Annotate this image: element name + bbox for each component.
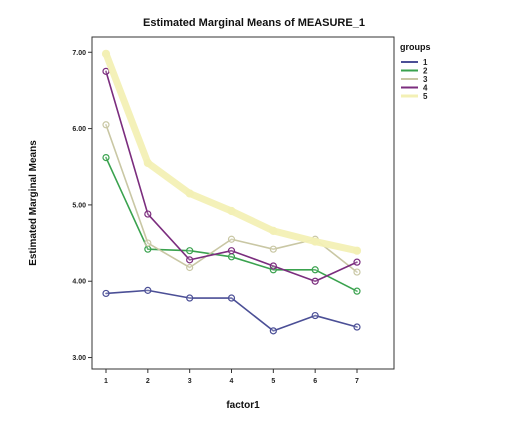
legend-label: 5	[423, 92, 428, 101]
x-tick-label: 3	[188, 378, 192, 385]
y-tick-label: 3.00	[72, 355, 86, 362]
y-axis-title: Estimated Marginal Means	[28, 140, 39, 266]
data-point	[353, 268, 361, 276]
data-point	[352, 246, 362, 255]
y-tick-label: 6.00	[72, 126, 86, 133]
y-tick-label: 4.00	[72, 279, 86, 286]
data-point	[227, 247, 236, 255]
data-point	[269, 327, 277, 335]
data-point	[227, 253, 236, 261]
data-point	[144, 210, 152, 218]
data-point	[186, 247, 194, 255]
data-point	[311, 266, 319, 274]
data-point	[186, 256, 194, 264]
data-point	[185, 189, 194, 198]
chart-title: Estimated Marginal Means of MEASURE_1	[143, 17, 365, 29]
data-point	[269, 245, 277, 253]
x-tick-label: 2	[146, 378, 150, 385]
data-point	[311, 277, 319, 285]
y-axis: 3.00 4.00 5.00 6.00 7.00	[72, 50, 92, 362]
data-point	[186, 263, 194, 272]
data-point	[227, 235, 236, 243]
data-point	[353, 287, 361, 295]
series-1	[102, 286, 361, 335]
plot-frame	[91, 36, 395, 370]
series-5	[101, 49, 362, 255]
series-4	[102, 67, 361, 285]
data-point	[144, 245, 152, 253]
data-point	[353, 258, 361, 266]
x-axis-title: factor1	[226, 400, 260, 411]
data-point	[227, 206, 236, 216]
x-tick-label: 5	[271, 378, 275, 385]
x-axis: 1 2 3 4 5 6 7	[104, 369, 359, 385]
data-point	[186, 294, 194, 302]
series-line	[105, 156, 358, 292]
series-line	[105, 289, 358, 332]
series-line	[105, 70, 358, 283]
data-point	[102, 67, 110, 75]
series-2	[102, 153, 361, 295]
data-point	[102, 289, 110, 298]
data-point	[102, 121, 110, 129]
series-layer	[101, 49, 362, 335]
data-point	[269, 262, 277, 270]
data-point	[311, 237, 320, 246]
data-point	[144, 239, 152, 247]
y-tick-label: 7.00	[72, 50, 86, 57]
x-tick-label: 7	[355, 378, 359, 385]
legend-label: 2	[423, 67, 428, 76]
data-point	[101, 49, 111, 58]
data-point	[269, 226, 278, 235]
legend-label: 3	[423, 75, 428, 84]
x-tick-label: 4	[230, 378, 234, 385]
data-point	[227, 294, 236, 302]
data-point	[144, 286, 152, 294]
y-tick-label: 5.00	[72, 202, 86, 209]
data-point	[102, 153, 110, 162]
data-point	[311, 311, 319, 320]
legend-title: groups	[400, 42, 431, 52]
x-tick-label: 1	[104, 378, 108, 385]
data-point	[143, 158, 152, 168]
legend-label: 1	[423, 58, 428, 67]
legend-label: 4	[423, 84, 428, 93]
x-tick-label: 6	[313, 378, 317, 385]
data-point	[353, 323, 361, 331]
